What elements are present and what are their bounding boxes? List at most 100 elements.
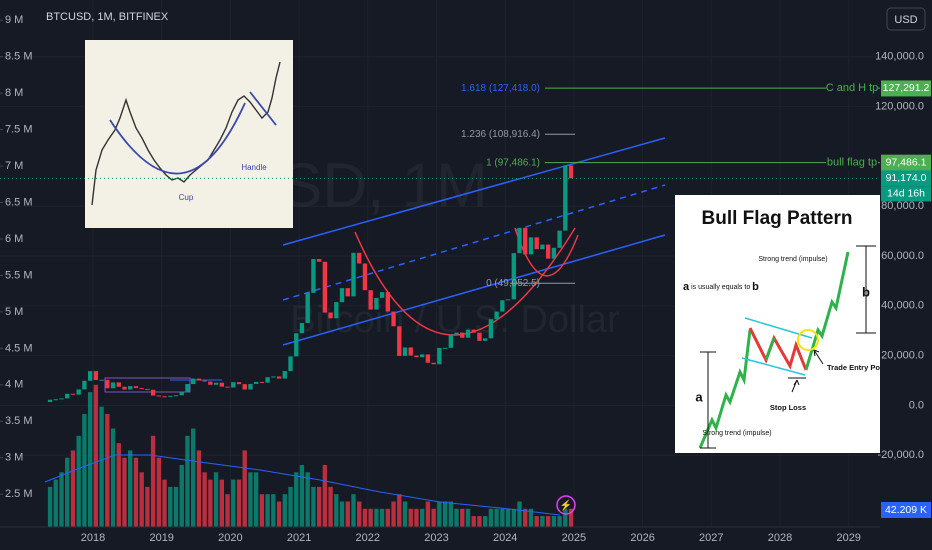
volume-bar xyxy=(213,472,219,527)
candle-body xyxy=(482,338,488,341)
fib-label: 0 (49,052.5) xyxy=(486,278,540,289)
candle-body xyxy=(322,261,328,313)
channel-upper xyxy=(282,137,666,246)
volume-bar xyxy=(357,501,362,527)
countdown: 14d 16h xyxy=(887,188,925,200)
candle-body xyxy=(191,378,196,385)
candle-body xyxy=(59,398,64,400)
left-tick-label: 7 M xyxy=(5,160,23,172)
volume-bar xyxy=(442,501,448,527)
left-tick-label: 2.5 M xyxy=(5,488,33,500)
candle-body xyxy=(87,371,93,381)
candle-body xyxy=(328,312,333,319)
price-tick-label: 120,000.0 xyxy=(875,101,924,113)
candle-body xyxy=(414,355,419,358)
cup-inset: Cup Handle xyxy=(85,40,293,228)
candle-body xyxy=(494,311,499,320)
currency-button[interactable] xyxy=(886,7,926,31)
fib-label: 1.618 (127,418.0) xyxy=(461,83,540,94)
candle-body xyxy=(259,381,265,383)
volume-bar xyxy=(545,516,551,527)
left-tick-label: 3 M xyxy=(5,452,23,464)
candle-body xyxy=(305,292,310,324)
candle-body xyxy=(276,376,282,379)
candle-body xyxy=(208,381,213,385)
candle-body xyxy=(551,247,557,259)
volume-bar xyxy=(408,508,413,527)
volume-bar xyxy=(271,494,276,527)
year-label: 2025 xyxy=(562,532,586,544)
currency-label[interactable]: USD xyxy=(894,14,917,26)
volume-bar xyxy=(168,486,173,527)
volume-tag-label: 42.209 K xyxy=(885,504,927,516)
volume-bar xyxy=(437,501,442,527)
a-label: a xyxy=(695,389,703,404)
volume-bar xyxy=(500,508,505,527)
event-icon[interactable] xyxy=(556,495,576,515)
volume-bar xyxy=(259,494,265,527)
volume-bar xyxy=(465,508,471,527)
year-label: 2020 xyxy=(218,532,242,544)
volume-bar xyxy=(414,508,419,527)
ratio-a: a xyxy=(683,281,690,293)
candle-body xyxy=(133,386,139,389)
annotation-bg xyxy=(826,80,878,97)
price-tag xyxy=(881,80,931,97)
volume-bar xyxy=(276,501,282,527)
impulse-1 xyxy=(698,329,752,449)
inset-price xyxy=(91,61,281,206)
candle-body xyxy=(448,334,453,348)
price-tag xyxy=(881,154,931,171)
year-label: 2018 xyxy=(81,532,105,544)
candle-body xyxy=(402,347,408,356)
volume-bar xyxy=(431,508,436,527)
candle-body xyxy=(460,332,465,338)
volume-bar xyxy=(265,494,270,527)
price-tick-label: 60,000.0 xyxy=(881,250,924,262)
volume-bar xyxy=(420,508,425,527)
price-tick-label: 80,000.0 xyxy=(881,200,924,212)
candle-body xyxy=(477,332,482,341)
candle-body xyxy=(523,227,528,255)
year-label: 2022 xyxy=(356,532,380,544)
volume-bar xyxy=(128,450,133,527)
candle-body xyxy=(219,382,224,387)
candle-body xyxy=(185,384,190,393)
candle-body xyxy=(437,347,442,365)
volume-bar xyxy=(517,501,522,527)
candle-body xyxy=(465,329,471,338)
inset-cup xyxy=(109,102,246,175)
candle-body xyxy=(345,288,350,297)
price-tick-label: 140,000.0 xyxy=(875,51,924,63)
candle-body xyxy=(500,300,505,312)
handle-curve xyxy=(514,227,579,277)
candle-body xyxy=(505,299,511,301)
candle-body xyxy=(168,395,173,397)
ratio-b: b xyxy=(752,281,759,293)
price-tag-label: 91,174.0 xyxy=(886,172,927,184)
candle-body xyxy=(202,380,207,382)
candle-body xyxy=(179,392,184,396)
volume-bar xyxy=(534,516,539,527)
volume-bar xyxy=(110,428,116,527)
channel xyxy=(104,137,666,393)
volume-bar xyxy=(494,508,499,527)
volume-bar xyxy=(374,508,379,527)
volume-bar xyxy=(311,486,316,527)
candle-body xyxy=(145,389,150,391)
ratio-note: a is usually equals to b xyxy=(683,281,759,293)
candle-body xyxy=(391,311,396,327)
volume-bar xyxy=(488,508,494,527)
candle-body xyxy=(288,356,293,372)
candle-body xyxy=(150,389,156,396)
price-tick-label: 0.0 xyxy=(909,399,924,411)
price-tag-label: 127,291.2 xyxy=(883,82,930,94)
entry-label: Trade Entry Point xyxy=(827,363,890,372)
candle-body xyxy=(351,252,356,297)
flag-top xyxy=(744,317,813,339)
volume-bar xyxy=(471,516,476,527)
volume-bar xyxy=(53,479,58,527)
candle-body xyxy=(265,377,270,383)
candle-body xyxy=(47,399,53,402)
